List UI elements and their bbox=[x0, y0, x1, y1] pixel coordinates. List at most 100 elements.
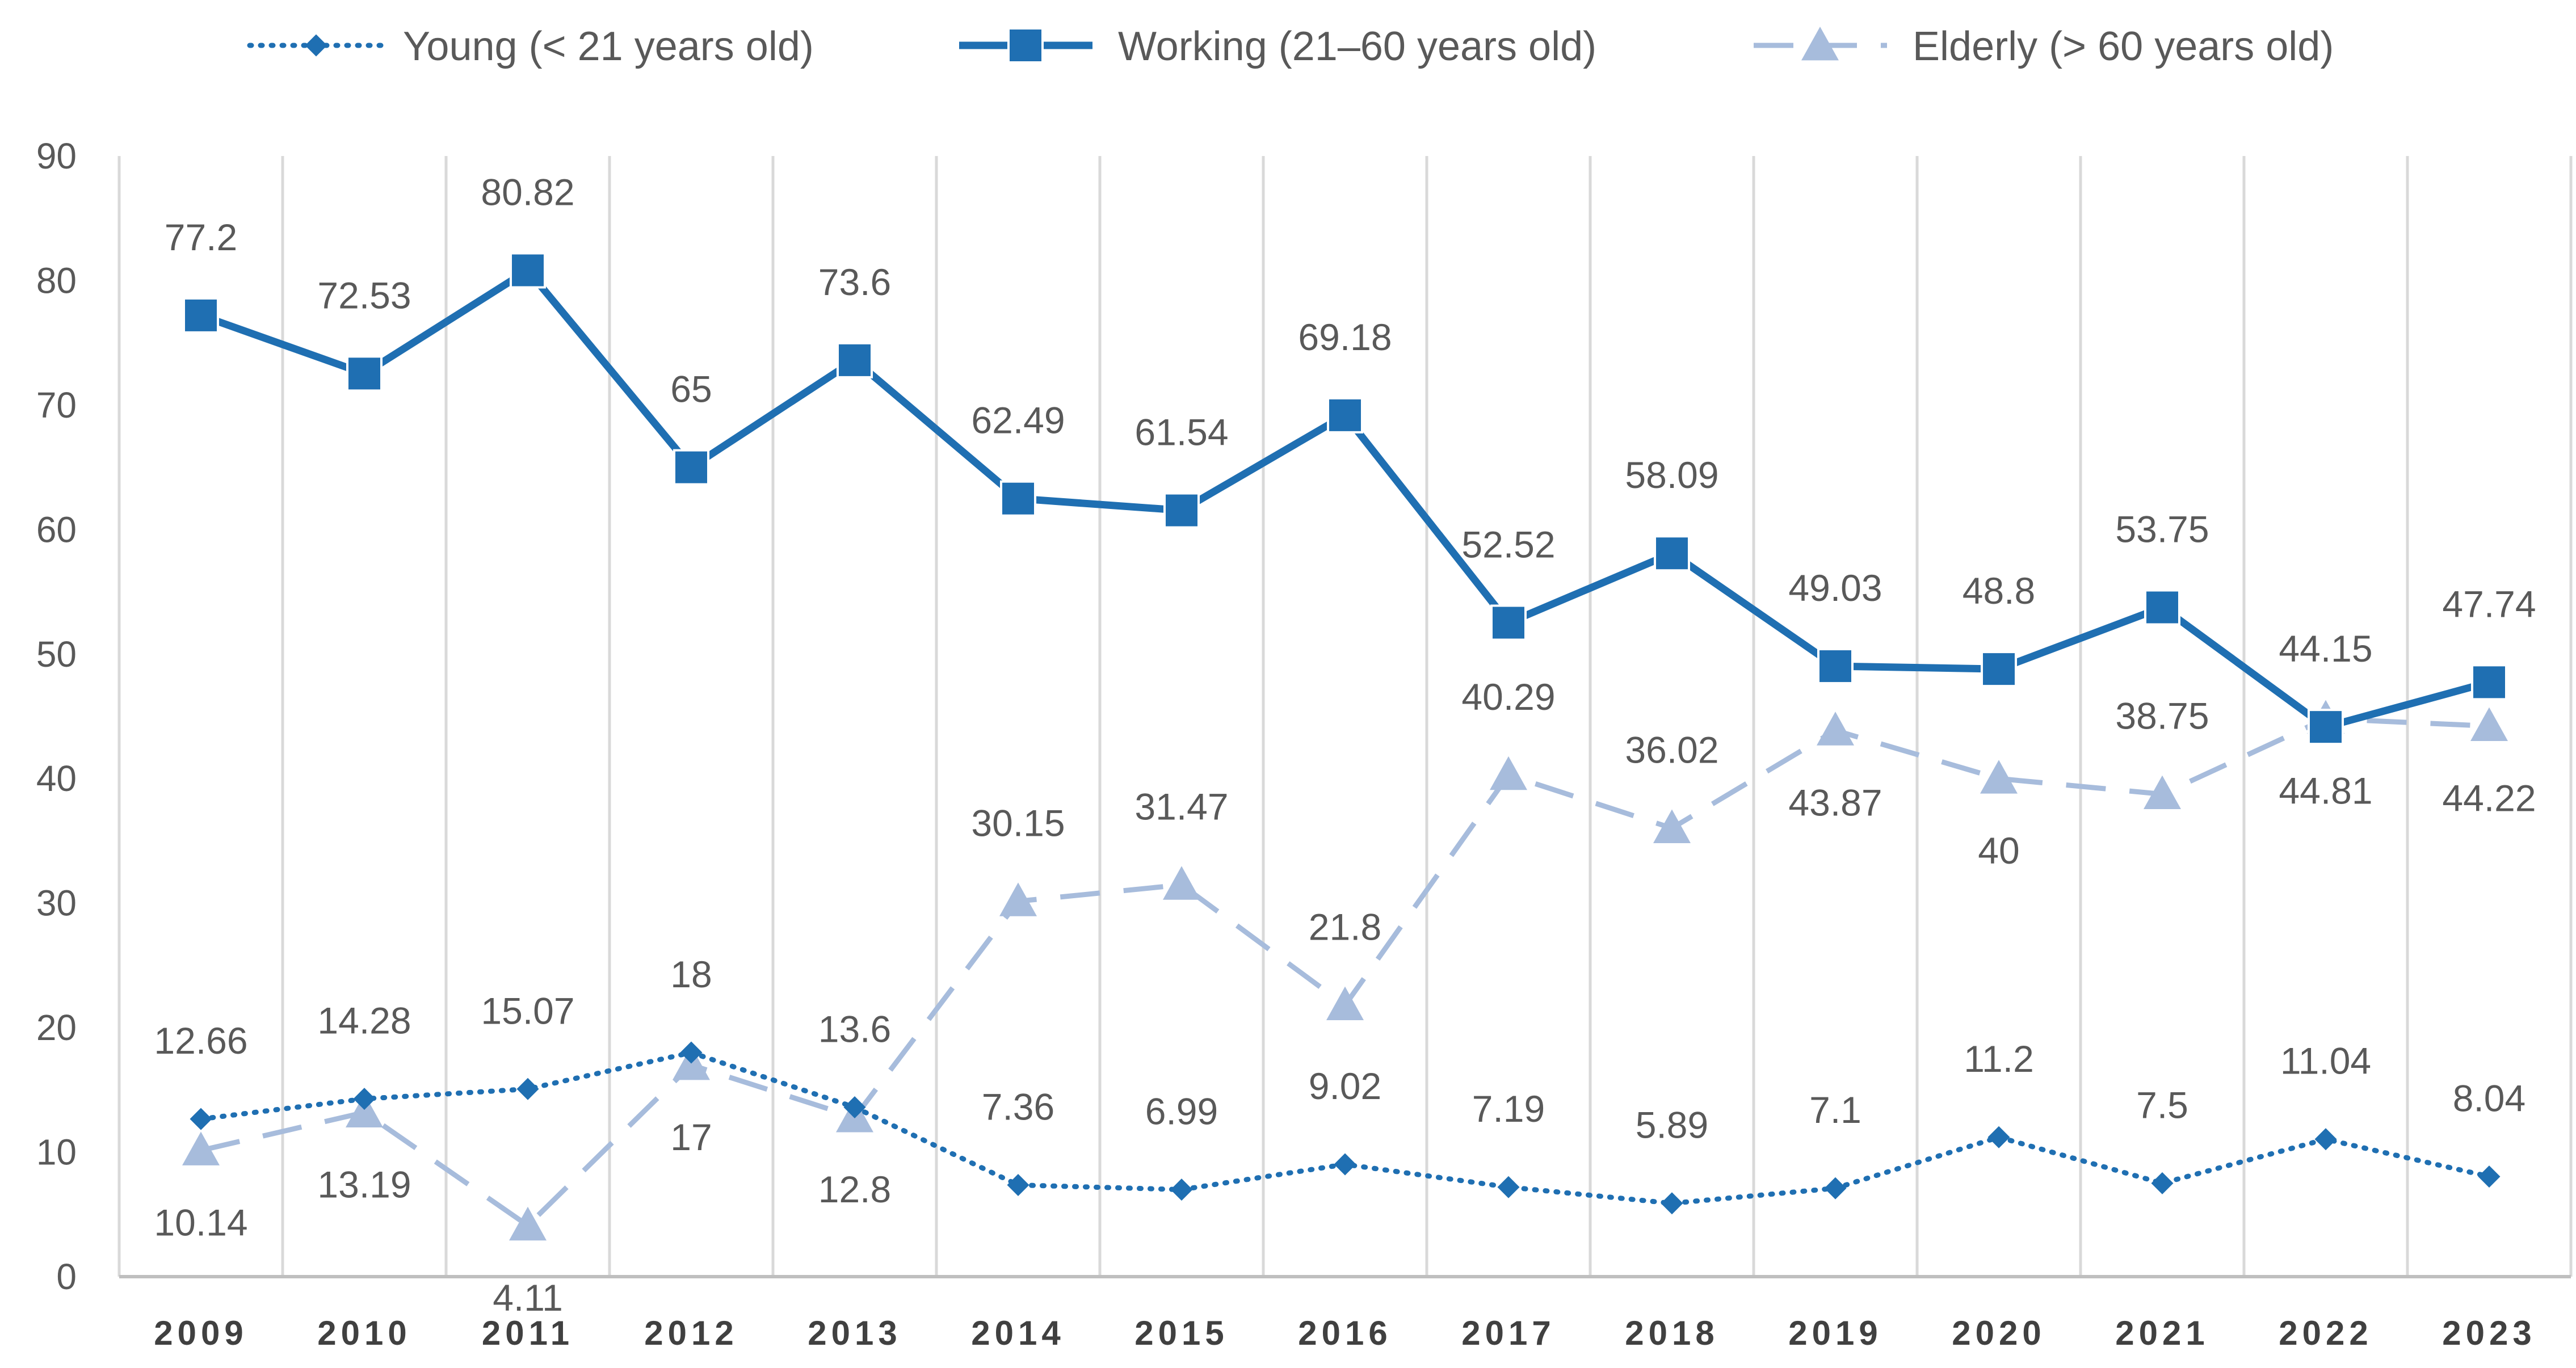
data-point-diamond bbox=[516, 1077, 539, 1100]
y-tick-label: 70 bbox=[36, 385, 77, 426]
data-point-square bbox=[346, 355, 383, 392]
data-point-square bbox=[1654, 535, 1690, 572]
data-label: 9.02 bbox=[1309, 1065, 1381, 1107]
data-point-triangle bbox=[2470, 707, 2508, 742]
data-point-square bbox=[510, 252, 546, 289]
data-point-triangle bbox=[1980, 760, 2018, 794]
data-label: 10.14 bbox=[154, 1201, 247, 1243]
data-label: 38.75 bbox=[2115, 695, 2209, 737]
data-point-square bbox=[1007, 27, 1044, 64]
y-tick-label: 30 bbox=[36, 883, 77, 924]
data-label: 47.74 bbox=[2442, 583, 2536, 625]
data-label: 49.03 bbox=[1788, 567, 1882, 609]
data-label: 80.82 bbox=[481, 171, 574, 213]
data-label: 69.18 bbox=[1298, 316, 1392, 358]
data-label: 52.52 bbox=[1461, 523, 1555, 565]
data-label: 65 bbox=[670, 368, 712, 410]
data-label: 53.75 bbox=[2115, 508, 2209, 550]
series-line bbox=[200, 716, 2490, 1228]
data-point-square bbox=[1327, 397, 1363, 433]
data-label: 40 bbox=[1978, 830, 2019, 872]
data-point-diamond bbox=[1661, 1192, 1683, 1215]
data-point-triangle bbox=[1326, 986, 1364, 1021]
data-label: 44.22 bbox=[2442, 777, 2536, 819]
data-point-triangle bbox=[182, 1131, 220, 1165]
series-group bbox=[182, 252, 2508, 1241]
x-tick-label: 2015 bbox=[1134, 1314, 1228, 1352]
x-tick-label: 2013 bbox=[808, 1314, 901, 1352]
data-point-diamond bbox=[190, 1108, 212, 1130]
data-label: 15.07 bbox=[481, 990, 574, 1032]
data-point-diamond bbox=[353, 1088, 376, 1110]
data-label: 21.8 bbox=[1309, 906, 1381, 948]
x-tick-label: 2023 bbox=[2442, 1314, 2536, 1352]
x-tick-label: 2021 bbox=[2115, 1314, 2209, 1352]
data-label: 36.02 bbox=[1625, 729, 1718, 771]
data-label: 7.1 bbox=[1809, 1089, 1861, 1131]
data-point-diamond bbox=[680, 1041, 703, 1064]
y-tick-label: 40 bbox=[36, 758, 77, 799]
legend-label: Working (21–60 years old) bbox=[1118, 24, 1596, 69]
data-label: 7.19 bbox=[1472, 1088, 1545, 1130]
data-point-triangle bbox=[1163, 866, 1200, 900]
data-label: 12.8 bbox=[818, 1168, 891, 1210]
data-point-square bbox=[1000, 480, 1036, 517]
data-label: 7.5 bbox=[2136, 1084, 2188, 1126]
y-tick-label: 10 bbox=[36, 1132, 77, 1173]
data-point-square bbox=[1490, 604, 1527, 641]
gridlines bbox=[117, 156, 2573, 1278]
data-label: 13.6 bbox=[818, 1008, 891, 1050]
data-point-square bbox=[1163, 492, 1200, 529]
data-label: 14.28 bbox=[317, 1000, 411, 1042]
data-label: 44.15 bbox=[2279, 628, 2372, 670]
legend-item: Elderly (> 60 years old) bbox=[1754, 24, 2334, 69]
y-tick-label: 80 bbox=[36, 260, 77, 301]
data-point-square bbox=[2144, 589, 2180, 626]
x-tick-label: 2011 bbox=[482, 1314, 574, 1352]
data-point-diamond bbox=[843, 1096, 866, 1119]
data-point-square bbox=[2308, 709, 2344, 746]
data-point-triangle bbox=[509, 1206, 547, 1241]
data-point-square bbox=[2471, 664, 2507, 701]
data-point-square bbox=[1817, 648, 1854, 685]
data-label: 12.66 bbox=[154, 1020, 247, 1062]
series-dashed bbox=[182, 700, 2508, 1241]
data-label: 58.09 bbox=[1625, 454, 1718, 496]
x-axis: 2009 2010 2011 2012 2013 2014 2015 2016 2017 2018… bbox=[154, 1314, 2536, 1352]
data-label: 77.2 bbox=[165, 216, 237, 258]
data-label: 40.29 bbox=[1461, 676, 1555, 718]
data-point-diamond bbox=[1987, 1126, 2010, 1148]
data-label: 72.53 bbox=[317, 274, 411, 316]
data-labels: 12.66 14.28 15.07 18 13.6 7.36 6.99 9.02 7.19 5.8… bbox=[154, 171, 2536, 1318]
data-label: 30.15 bbox=[971, 802, 1065, 844]
data-point-square bbox=[183, 297, 219, 334]
data-label: 11.2 bbox=[1964, 1038, 2034, 1080]
legend-label: Young (< 21 years old) bbox=[403, 24, 814, 69]
legend-label: Elderly (> 60 years old) bbox=[1913, 24, 2334, 69]
data-label: 6.99 bbox=[1145, 1091, 1218, 1133]
x-tick-label: 2022 bbox=[2279, 1314, 2372, 1352]
data-point-square bbox=[837, 342, 873, 378]
x-tick-label: 2020 bbox=[1952, 1314, 2045, 1352]
y-tick-label: 0 bbox=[56, 1256, 77, 1297]
data-label: 43.87 bbox=[1788, 781, 1882, 823]
data-point-diamond bbox=[1334, 1153, 1356, 1176]
data-label: 61.54 bbox=[1134, 411, 1228, 453]
x-tick-label: 2016 bbox=[1298, 1314, 1392, 1352]
x-tick-label: 2019 bbox=[1788, 1314, 1882, 1352]
data-point-triangle bbox=[1653, 809, 1691, 843]
data-point-diamond bbox=[1824, 1177, 1847, 1199]
data-label: 44.81 bbox=[2279, 770, 2372, 812]
y-axis: 0 10 20 30 40 50 60 70 80 90 bbox=[36, 136, 77, 1297]
data-label: 7.36 bbox=[982, 1085, 1054, 1127]
data-label: 8.04 bbox=[2453, 1077, 2525, 1119]
data-point-diamond bbox=[1170, 1178, 1193, 1201]
data-point-triangle bbox=[1490, 756, 1527, 790]
x-tick-label: 2014 bbox=[971, 1314, 1065, 1352]
data-point-diamond bbox=[1007, 1173, 1029, 1196]
data-point-diamond bbox=[305, 34, 327, 57]
y-tick-label: 90 bbox=[36, 136, 77, 176]
data-label: 4.11 bbox=[493, 1277, 563, 1319]
data-point-diamond bbox=[1497, 1176, 1520, 1198]
